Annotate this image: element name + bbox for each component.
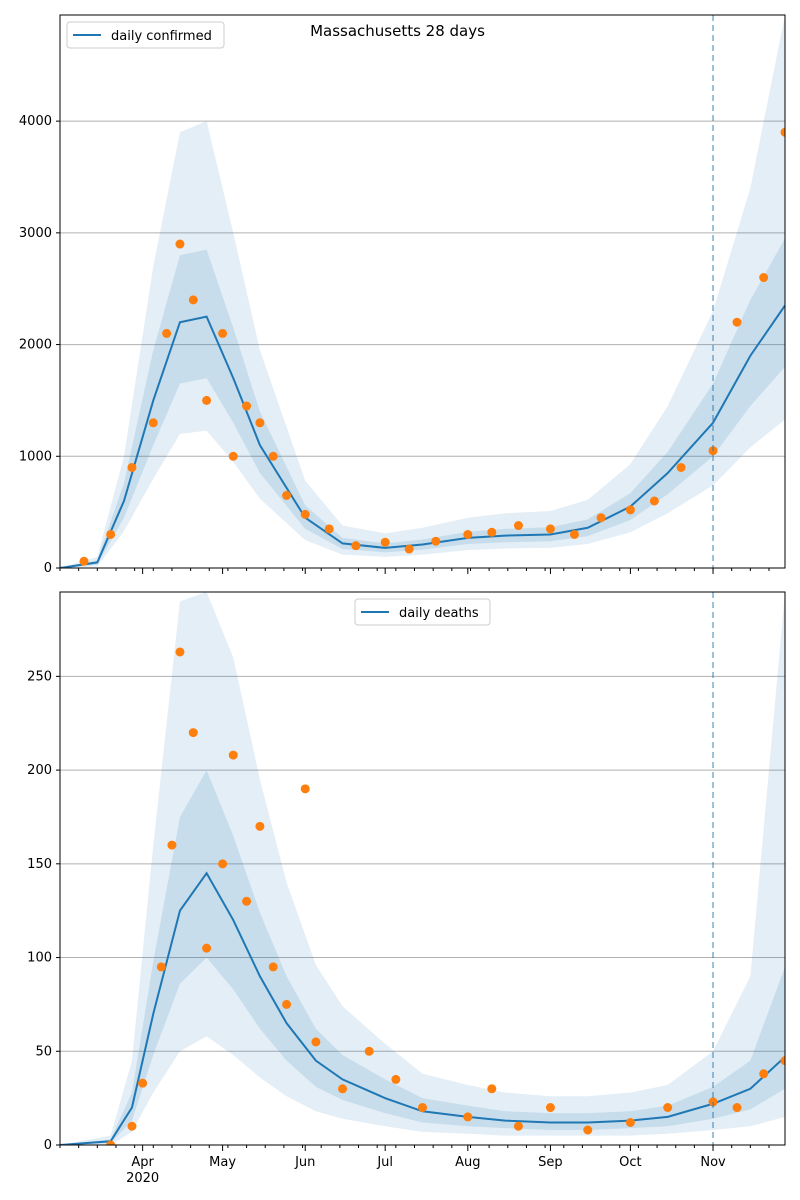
- data-point-confirmed: [780, 127, 785, 137]
- data-point-deaths: [228, 750, 238, 760]
- data-point-deaths: [242, 896, 252, 906]
- x-tick-label: Jun: [294, 1155, 315, 1170]
- data-point-deaths: [106, 1140, 116, 1145]
- data-point-deaths: [127, 1121, 137, 1131]
- y-tick-label-deaths: 200: [27, 763, 52, 778]
- legend-box-deaths: [354, 598, 491, 626]
- data-point-deaths: [759, 1069, 769, 1079]
- data-point-deaths: [138, 1078, 148, 1088]
- legend-box-confirmed: [66, 21, 225, 49]
- legend-label-deaths: daily deaths: [399, 606, 479, 621]
- data-point-confirmed: [513, 521, 523, 531]
- data-point-confirmed: [188, 295, 198, 305]
- data-point-confirmed: [351, 541, 361, 551]
- data-point-confirmed: [218, 328, 228, 338]
- data-point-confirmed: [255, 418, 265, 428]
- x-tick-label: Jul: [376, 1155, 393, 1170]
- data-point-confirmed: [162, 328, 172, 338]
- data-point-deaths: [463, 1112, 473, 1122]
- data-point-deaths: [268, 962, 278, 972]
- data-point-deaths: [391, 1074, 401, 1084]
- data-point-deaths: [780, 1056, 785, 1066]
- x-tick-label: Nov: [700, 1155, 726, 1170]
- data-point-confirmed: [569, 529, 579, 539]
- y-tick-label-confirmed: 0: [44, 561, 52, 576]
- data-point-confirmed: [242, 401, 252, 411]
- y-tick-label-confirmed: 2000: [19, 338, 52, 353]
- data-point-deaths: [364, 1046, 374, 1056]
- data-point-deaths: [167, 840, 177, 850]
- x-tick-label: Oct: [619, 1155, 641, 1170]
- data-point-deaths: [625, 1118, 635, 1128]
- data-point-confirmed: [463, 529, 473, 539]
- series-line-confirmed: [60, 304, 785, 568]
- data-point-deaths: [311, 1037, 321, 1047]
- data-point-deaths: [708, 1097, 718, 1107]
- x-tick-label: Aug: [455, 1155, 480, 1170]
- data-point-confirmed: [625, 505, 635, 515]
- data-point-deaths: [175, 647, 185, 657]
- data-point-confirmed: [596, 513, 606, 523]
- axes-frame-confirmed: [59, 14, 786, 569]
- chart-title: Massachusetts 28 days: [310, 22, 485, 40]
- outer-band-confirmed: [60, 15, 785, 568]
- y-tick-label-confirmed: 3000: [19, 226, 52, 241]
- x-tick-label: Sep: [538, 1155, 563, 1170]
- data-point-confirmed: [431, 536, 441, 546]
- data-point-deaths: [487, 1084, 497, 1094]
- data-point-confirmed: [106, 529, 116, 539]
- y-tick-label-deaths: 250: [27, 669, 52, 684]
- x-year-label: 2020: [126, 1171, 159, 1186]
- data-point-deaths: [663, 1103, 673, 1113]
- x-tick-label: Apr: [131, 1155, 154, 1170]
- data-point-deaths: [418, 1103, 427, 1113]
- data-point-confirmed: [732, 317, 742, 327]
- data-point-confirmed: [202, 395, 212, 405]
- data-point-deaths: [732, 1103, 742, 1113]
- y-tick-label-confirmed: 1000: [19, 449, 52, 464]
- y-tick-label-deaths: 100: [27, 951, 52, 966]
- data-point-deaths: [545, 1103, 555, 1113]
- data-point-deaths: [282, 999, 292, 1009]
- data-point-confirmed: [759, 273, 769, 283]
- data-point-deaths: [583, 1125, 593, 1135]
- data-point-confirmed: [268, 451, 278, 461]
- data-point-confirmed: [228, 451, 238, 461]
- data-point-confirmed: [175, 239, 185, 249]
- data-point-confirmed: [487, 527, 497, 537]
- data-point-confirmed: [676, 462, 686, 472]
- data-point-confirmed: [127, 462, 137, 472]
- data-point-confirmed: [380, 537, 390, 547]
- data-point-confirmed: [148, 418, 158, 428]
- data-point-deaths: [255, 821, 265, 831]
- outer-band-deaths: [60, 592, 785, 1145]
- data-point-deaths: [300, 784, 310, 794]
- legend-label-confirmed: daily confirmed: [111, 29, 212, 44]
- data-point-deaths: [338, 1084, 348, 1094]
- series-line-deaths: [60, 871, 785, 1145]
- data-point-deaths: [188, 728, 198, 738]
- x-tick-label: May: [209, 1155, 236, 1170]
- data-point-deaths: [513, 1121, 523, 1131]
- data-point-deaths: [218, 859, 228, 869]
- data-point-confirmed: [404, 544, 414, 554]
- y-tick-label-deaths: 150: [27, 857, 52, 872]
- data-point-confirmed: [324, 524, 334, 534]
- y-tick-label-deaths: 0: [44, 1138, 52, 1153]
- y-tick-label-confirmed: 4000: [19, 114, 52, 129]
- data-point-deaths: [202, 943, 212, 953]
- data-point-confirmed: [649, 496, 659, 506]
- y-tick-label-deaths: 50: [35, 1044, 52, 1059]
- data-point-confirmed: [282, 490, 292, 500]
- data-point-confirmed: [79, 556, 89, 566]
- data-point-confirmed: [545, 524, 555, 534]
- data-point-confirmed: [300, 509, 310, 519]
- axes-frame-deaths: [59, 591, 786, 1146]
- data-point-deaths: [156, 962, 166, 972]
- inner-band-deaths: [60, 770, 785, 1145]
